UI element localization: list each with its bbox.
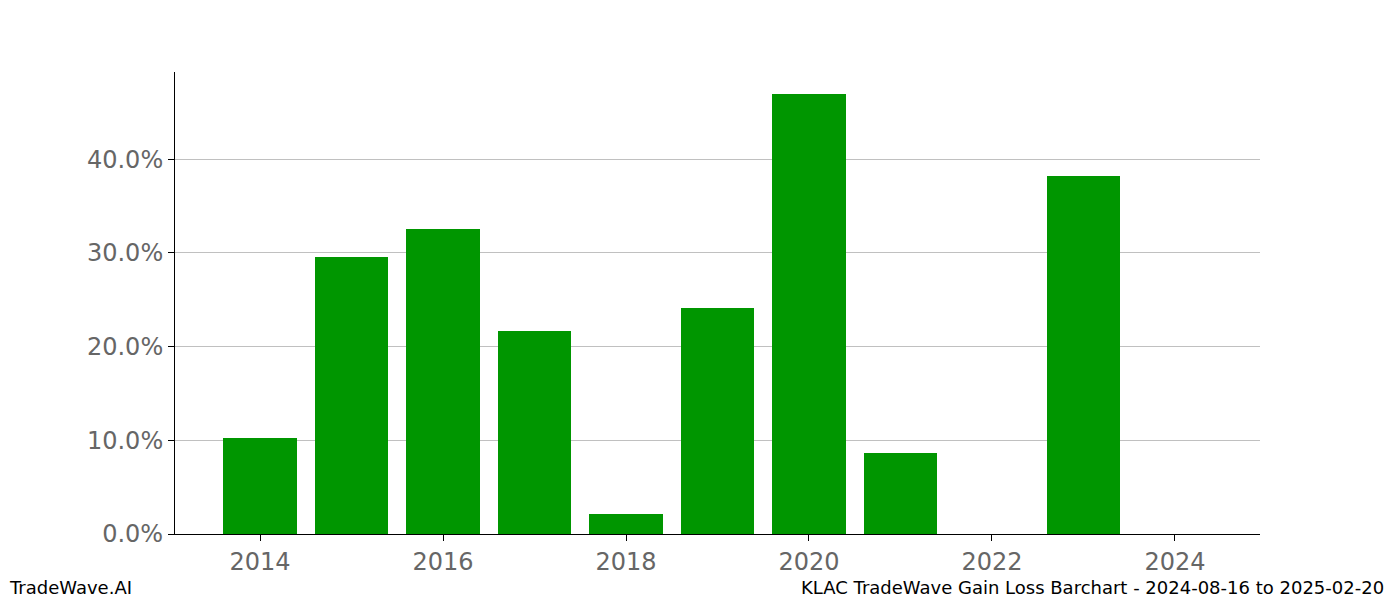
svg-text:30.0%: 30.0% xyxy=(87,239,163,267)
svg-text:2016: 2016 xyxy=(413,548,474,576)
svg-text:10.0%: 10.0% xyxy=(87,427,163,455)
svg-text:40.0%: 40.0% xyxy=(87,146,163,174)
svg-text:2014: 2014 xyxy=(230,548,291,576)
svg-text:2022: 2022 xyxy=(961,548,1022,576)
svg-text:20.0%: 20.0% xyxy=(87,333,163,361)
svg-text:KLAC TradeWave Gain Loss Barch: KLAC TradeWave Gain Loss Barchart - 2024… xyxy=(801,577,1384,598)
svg-text:2018: 2018 xyxy=(595,548,656,576)
svg-text:TradeWave.AI: TradeWave.AI xyxy=(9,577,132,598)
svg-text:2024: 2024 xyxy=(1144,548,1205,576)
svg-text:0.0%: 0.0% xyxy=(102,520,163,548)
svg-text:2020: 2020 xyxy=(778,548,839,576)
